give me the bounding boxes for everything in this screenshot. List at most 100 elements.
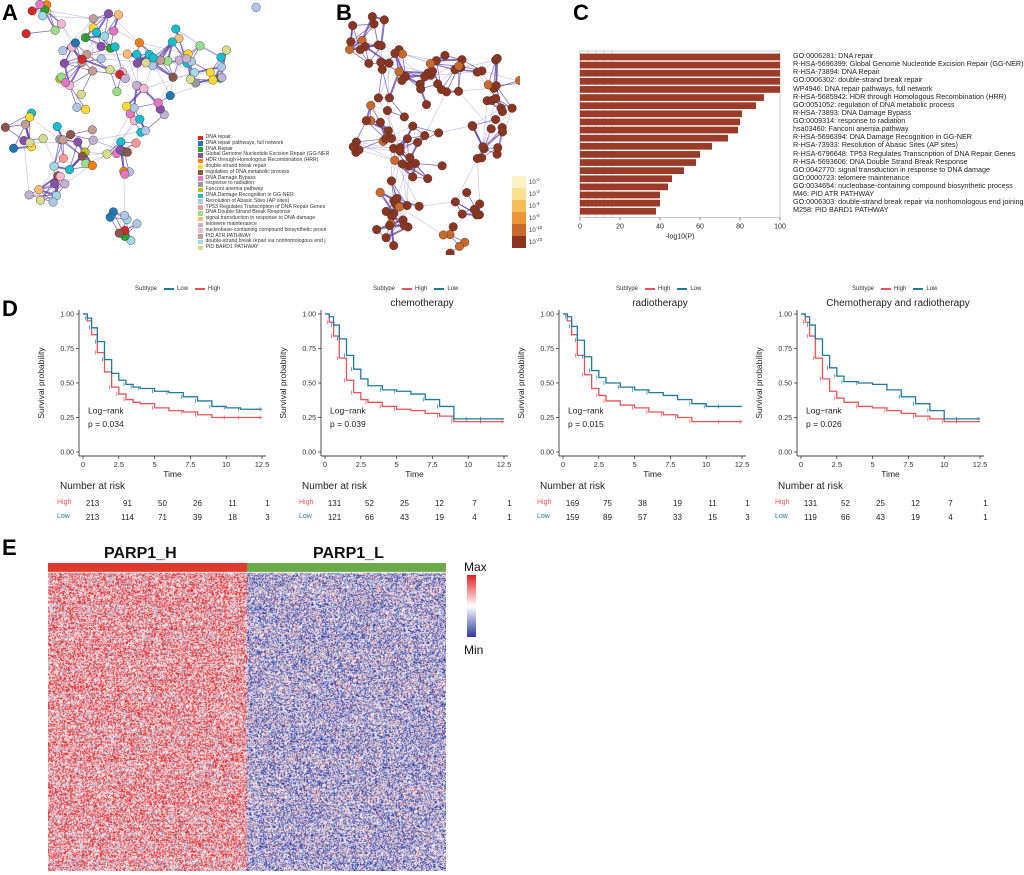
x-tick-label: 0 [578,223,582,230]
legend-swatch [198,234,203,239]
go-term: GO:0006302: double-strand break repair [793,75,923,85]
network-node [132,49,142,59]
p-value-label: p = 0.026 [806,419,842,429]
network-node [216,62,226,72]
network-node [34,185,44,195]
bar-19 [580,207,656,215]
legend-swatch [198,216,203,222]
legend-label: DNA Damage Bypass [205,174,256,181]
network-node [88,135,98,145]
network-node [60,179,70,189]
pvalue-legend: 10-2 10-3 10-4 10-6 10-10 10-20 [512,176,542,248]
network-node [38,134,48,144]
network-edge [139,42,189,55]
network-edge [42,15,94,19]
x-tick-label: 7.5 [427,460,437,469]
x-tick-label: 5 [633,460,637,469]
go-term: R-HSA-5696399: Global Genome Nucleotide … [793,59,1024,69]
km-legend: Subtype High Low [373,286,459,292]
survival-curve-high [563,313,742,423]
y-tick-label: 1.00 [60,312,74,319]
network-node [438,230,448,240]
network-node [52,122,62,132]
network-node [131,138,141,148]
x-tick-label: 7.5 [185,460,195,469]
logrank-label: Log−rank [88,405,124,415]
km-plot: 0.00 0.25 0.50 0.75 1.00 0 2.5 5 7.5 10 12.5 Time Su… [278,310,511,479]
legend-label: DNA repair pathways, full network [205,139,284,146]
network-edge [38,158,64,190]
network-node [420,131,430,141]
network-edge [455,158,478,202]
legend-entry: PID BARD1 PATHWAY [198,244,329,251]
km-title: radiotherapy [632,298,688,309]
network-edge [350,23,375,43]
go-term: R-HSA-73933: Resolution of Abasic Sites … [793,140,958,150]
go-term: R-HSA-5696394: DNA Damage Recognition in… [793,132,972,142]
network-node [373,93,383,103]
p-value-label: p = 0.039 [330,419,366,429]
network-node [389,241,399,251]
go-term: R-HSA-5685942: HDR through Homologous Re… [793,91,1007,101]
network-edge [29,116,60,140]
legend-swatch [198,135,203,141]
network-edge [106,113,131,155]
y-tick-label: 0.25 [778,415,792,422]
risk-row: High 131 52 25 12 7 1 [775,499,988,508]
bar-18 [580,199,660,207]
network-node [112,87,122,97]
network-node [49,161,59,171]
y-tick-label: 0.50 [60,381,74,388]
go-term: GO:0034654: nucleobase-containing compou… [793,181,1013,190]
network-node [384,93,394,103]
network-node [182,54,192,64]
network-edge [388,62,429,74]
expression-heatmap [48,563,446,871]
network-edge [69,85,86,110]
pvalue-swatch: 10-2 [512,176,540,188]
network-node [486,124,496,134]
network-edge [29,194,57,197]
risk-row: High 131 52 25 12 7 1 [299,499,512,508]
network-edge [167,60,195,73]
bar-14 [580,167,684,174]
network-node [120,210,130,220]
pvalue-label: 10-4 [529,201,540,210]
x-tick-label: 60 [696,223,704,230]
y-tick-label: 0.50 [302,381,316,388]
y-tick-label: 0.00 [778,450,792,457]
survival-curve-high [83,313,262,419]
network-node [132,219,142,229]
network-node [38,11,48,21]
legend-swatch [198,176,203,181]
network-node [73,137,83,147]
network-node [376,57,386,67]
x-tick-label: 0 [81,460,85,469]
legend-entry: DNA repair pathways, full network [198,139,329,147]
network-node [402,201,412,211]
network-edge [482,108,513,147]
y-tick-label: 1.00 [778,312,792,319]
risk-row: Low 159 89 57 33 15 3 [537,513,750,522]
bar-15 [580,175,672,183]
x-tick-label: 100 [774,223,786,230]
x-tick-label: 12.5 [255,460,270,469]
km-plot: 0.00 0.25 0.50 0.75 1.00 0 2.5 5 7.5 10 12.5 Time Su… [754,310,987,479]
network-node [390,48,400,58]
logrank-label: Log−rank [568,405,604,415]
network-node [491,93,501,103]
network-node [110,42,120,52]
network-node [440,50,450,60]
legend-entry: signal transduction in response to DNA d… [198,215,329,222]
risk-table-title: Number at risk [302,481,368,492]
network-node [361,116,371,126]
network-node [35,0,45,9]
legend-entry: double-strand break repair [198,163,329,170]
legend-swatch [198,164,203,170]
x-tick-label: 80 [736,223,744,230]
legend-label: PID BARD1 PATHWAY [205,244,259,251]
network-edge [438,125,473,134]
network-edge [85,37,111,49]
pvalue-swatch: 10-6 [512,212,540,224]
network-node [113,10,123,20]
